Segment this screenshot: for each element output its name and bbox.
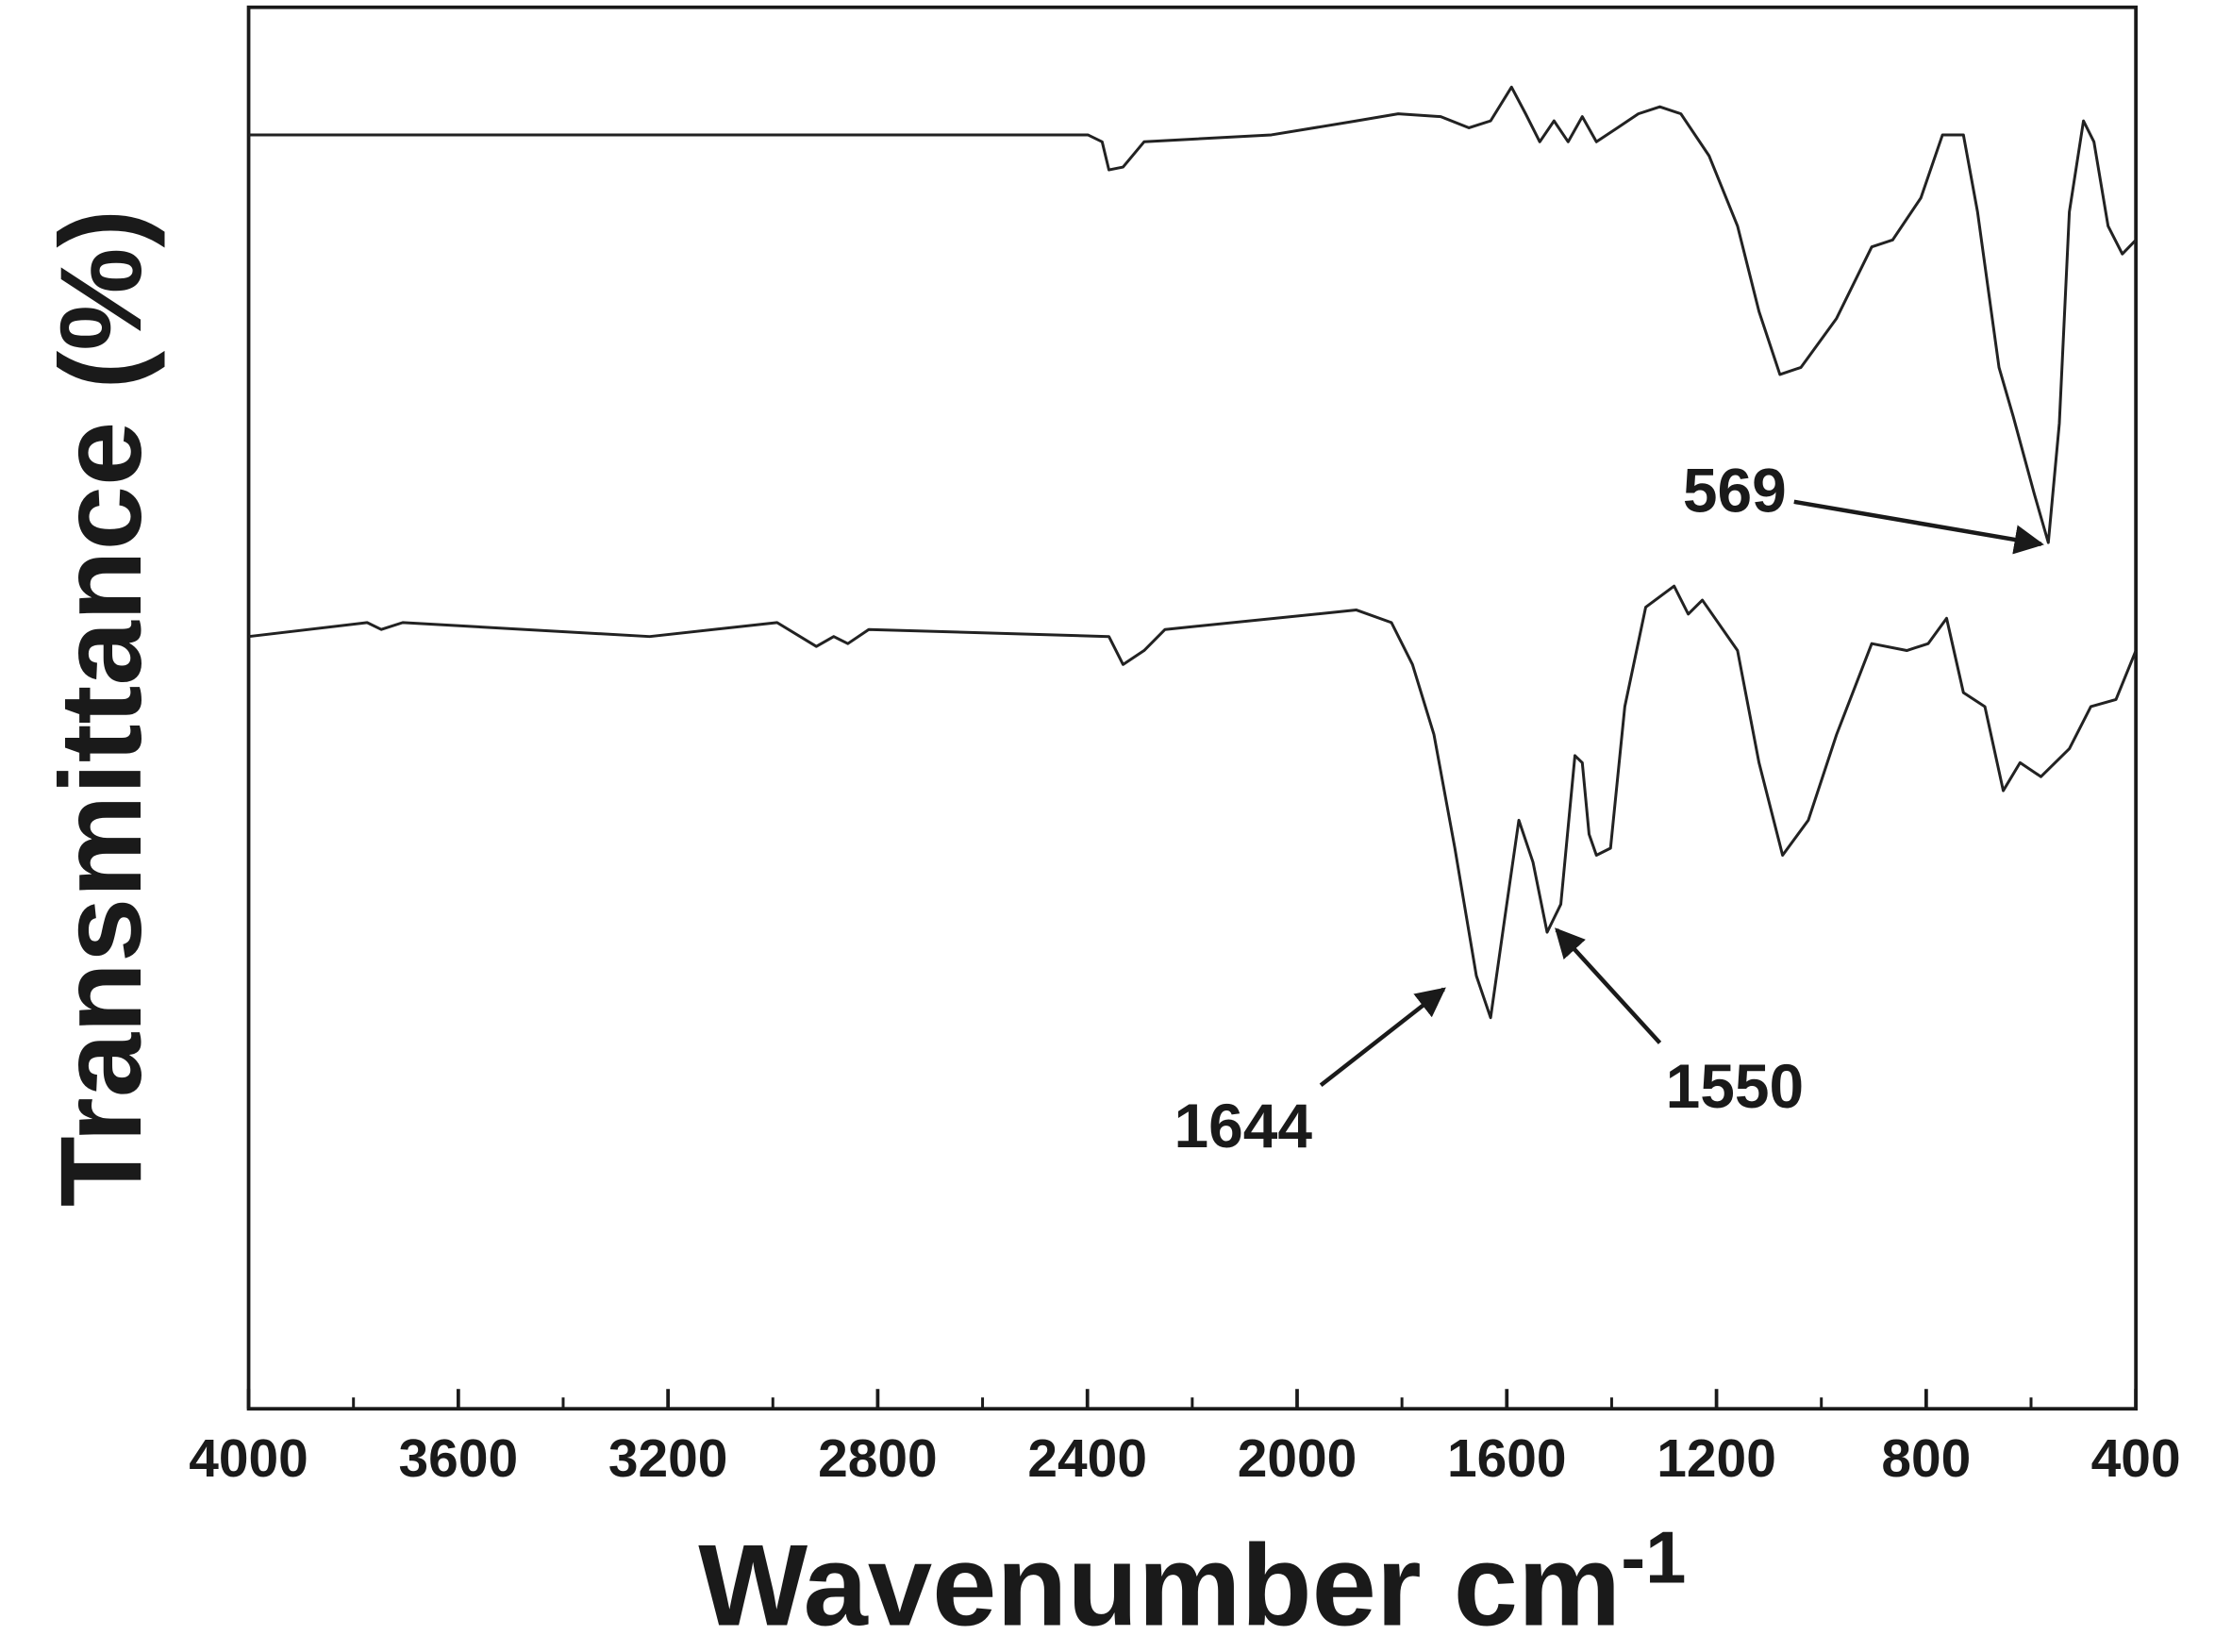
peak-annotation: 1644 [1174, 1091, 1312, 1160]
x-tick-label: 2400 [1027, 1428, 1147, 1489]
x-axis-title-main: Wavenumber cm [698, 1521, 1621, 1650]
x-tick-label: 1600 [1447, 1428, 1567, 1489]
peak-annotation: 1550 [1666, 1051, 1805, 1121]
peak-annotation: 569 [1683, 455, 1787, 525]
x-tick-label: 800 [1881, 1428, 1971, 1489]
x-tick-label: 1200 [1657, 1428, 1776, 1489]
x-tick-label: 2000 [1238, 1428, 1357, 1489]
x-tick-label: 4000 [189, 1428, 308, 1489]
x-tick-label: 3600 [399, 1428, 519, 1489]
plot-frame [246, 5, 2139, 1411]
x-axis-title-superscript: -1 [1621, 1517, 1686, 1598]
x-tick-label: 400 [2091, 1428, 2181, 1489]
annotation-arrow [1555, 927, 1662, 1044]
spectrum-line [248, 584, 2138, 1020]
annotation-arrow [1793, 499, 2044, 555]
x-tick-label: 2800 [818, 1428, 938, 1489]
x-tick-label: 3200 [608, 1428, 728, 1489]
x-axis-title: Wavenumber cm-1 [698, 1517, 1686, 1650]
y-axis-title: Transmittance (%) [37, 209, 166, 1208]
spectrum-line [248, 85, 2138, 544]
annotation-arrow [1319, 987, 1446, 1088]
